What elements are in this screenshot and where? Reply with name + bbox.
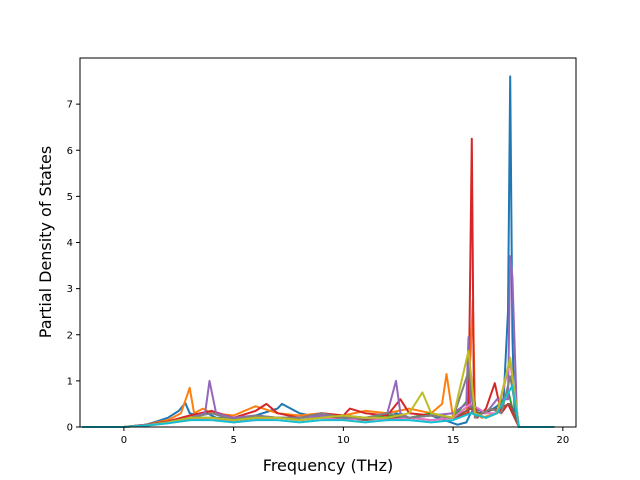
- y-axis-label: Partial Density of States: [36, 146, 55, 338]
- series-line-10: [82, 384, 555, 428]
- x-tick-label: 20: [556, 435, 569, 446]
- y-tick-label: 0: [67, 423, 73, 434]
- y-tick-label: 7: [67, 100, 73, 111]
- plot-lines: [82, 75, 555, 428]
- y-tick-label: 4: [67, 238, 73, 249]
- y-tick-label: 5: [67, 192, 73, 203]
- y-tick-label: 2: [67, 330, 73, 341]
- x-tick-label: 5: [230, 435, 236, 446]
- series-line-4: [82, 137, 555, 428]
- y-axis-ticks: 0 1 2 3 4 5 6 7: [67, 100, 80, 434]
- x-tick-label: 15: [447, 435, 460, 446]
- y-tick-label: 1: [67, 376, 73, 387]
- x-tick-label: 0: [121, 435, 127, 446]
- x-tick-label: 10: [337, 435, 350, 446]
- x-axis-label: Frequency (THz): [263, 456, 393, 475]
- y-tick-label: 6: [67, 146, 73, 157]
- x-axis-ticks: 0 5 10 15 20: [121, 427, 569, 446]
- y-tick-label: 3: [67, 284, 73, 295]
